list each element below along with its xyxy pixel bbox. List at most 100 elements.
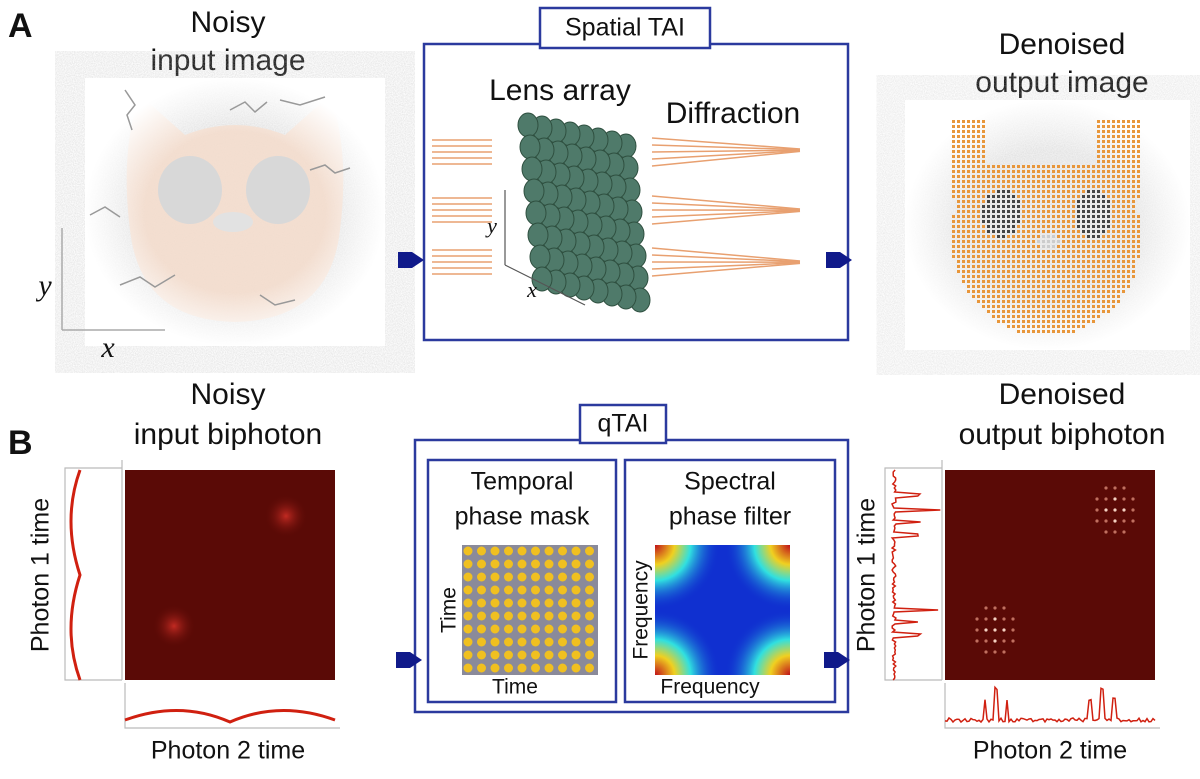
mask-dot bbox=[464, 560, 473, 569]
axis-label: Time bbox=[438, 587, 461, 633]
mask-dot bbox=[545, 560, 554, 569]
lens-label: Lens array bbox=[489, 74, 631, 107]
pixel bbox=[1127, 165, 1130, 168]
pixel bbox=[972, 185, 975, 188]
mask-dot bbox=[491, 560, 500, 569]
pixel bbox=[1002, 320, 1005, 323]
pixel bbox=[1097, 180, 1100, 183]
pixel bbox=[982, 280, 985, 283]
pixel bbox=[1117, 225, 1120, 228]
pixel bbox=[1002, 190, 1005, 193]
pixel bbox=[1102, 200, 1105, 203]
pixel bbox=[1097, 130, 1100, 133]
pixel bbox=[972, 195, 975, 198]
pixel bbox=[1087, 165, 1090, 168]
pixel bbox=[987, 175, 990, 178]
pixel bbox=[1097, 165, 1100, 168]
pixel bbox=[1047, 290, 1050, 293]
pixel bbox=[1007, 165, 1010, 168]
pixel bbox=[1107, 225, 1110, 228]
spot bbox=[1011, 628, 1014, 631]
pixel bbox=[992, 300, 995, 303]
pixel bbox=[1027, 315, 1030, 318]
pixel bbox=[982, 150, 985, 153]
pixel bbox=[1062, 235, 1065, 238]
pixel bbox=[1132, 265, 1135, 268]
pixel bbox=[977, 130, 980, 133]
mask-dot bbox=[531, 599, 540, 608]
pixel bbox=[1027, 235, 1030, 238]
spot bbox=[975, 639, 978, 642]
pixel bbox=[1067, 255, 1070, 258]
pixel bbox=[1047, 185, 1050, 188]
pixel bbox=[1052, 275, 1055, 278]
pixel bbox=[967, 270, 970, 273]
pixel bbox=[1067, 205, 1070, 208]
pixel bbox=[1057, 280, 1060, 283]
pixel bbox=[1097, 240, 1100, 243]
pixel bbox=[1122, 150, 1125, 153]
pixel bbox=[1002, 295, 1005, 298]
pixel bbox=[1062, 220, 1065, 223]
pixel bbox=[1052, 290, 1055, 293]
pixel bbox=[987, 190, 990, 193]
pixel bbox=[1087, 285, 1090, 288]
pixel bbox=[1102, 245, 1105, 248]
pixel bbox=[1012, 285, 1015, 288]
axis-label: Photon 2 time bbox=[973, 737, 1127, 765]
pixel bbox=[1007, 170, 1010, 173]
pixel bbox=[1112, 120, 1115, 123]
pixel bbox=[967, 130, 970, 133]
mask-dot bbox=[531, 560, 540, 569]
pixel bbox=[977, 230, 980, 233]
pixel bbox=[992, 230, 995, 233]
pixel bbox=[1077, 240, 1080, 243]
pixel bbox=[1042, 170, 1045, 173]
pixel bbox=[967, 250, 970, 253]
pixel bbox=[1122, 230, 1125, 233]
pixel bbox=[952, 195, 955, 198]
pixel bbox=[982, 245, 985, 248]
mask-dot bbox=[464, 599, 473, 608]
pixel bbox=[1132, 270, 1135, 273]
mask-dot bbox=[585, 573, 594, 582]
pixel bbox=[1117, 265, 1120, 268]
spot bbox=[1113, 497, 1116, 500]
mask-dot bbox=[504, 625, 513, 634]
pixel bbox=[992, 265, 995, 268]
pixel bbox=[1032, 170, 1035, 173]
pixel bbox=[1082, 295, 1085, 298]
pixel bbox=[1042, 205, 1045, 208]
pixel bbox=[957, 155, 960, 158]
pixel bbox=[1027, 165, 1030, 168]
pixel bbox=[972, 175, 975, 178]
pixel bbox=[1072, 265, 1075, 268]
pixel bbox=[967, 205, 970, 208]
pixel bbox=[1077, 285, 1080, 288]
pixel bbox=[1117, 290, 1120, 293]
pixel bbox=[1132, 145, 1135, 148]
lens bbox=[528, 223, 548, 247]
pixel bbox=[1077, 215, 1080, 218]
pixel bbox=[1117, 175, 1120, 178]
pixel bbox=[1037, 290, 1040, 293]
pixel bbox=[972, 160, 975, 163]
pixel bbox=[977, 225, 980, 228]
spot bbox=[1011, 639, 1014, 642]
pixel bbox=[957, 140, 960, 143]
pixel bbox=[1052, 200, 1055, 203]
pixel bbox=[1092, 220, 1095, 223]
pixel bbox=[1032, 270, 1035, 273]
pixel bbox=[1062, 175, 1065, 178]
pixel bbox=[1097, 220, 1100, 223]
mask-dot bbox=[545, 638, 554, 647]
pixel bbox=[982, 140, 985, 143]
pixel bbox=[1032, 205, 1035, 208]
mask-dot bbox=[504, 664, 513, 673]
pixel bbox=[1117, 170, 1120, 173]
pixel bbox=[982, 240, 985, 243]
pixel bbox=[1057, 330, 1060, 333]
pixel bbox=[972, 135, 975, 138]
pixel bbox=[1092, 200, 1095, 203]
pixel bbox=[1077, 235, 1080, 238]
